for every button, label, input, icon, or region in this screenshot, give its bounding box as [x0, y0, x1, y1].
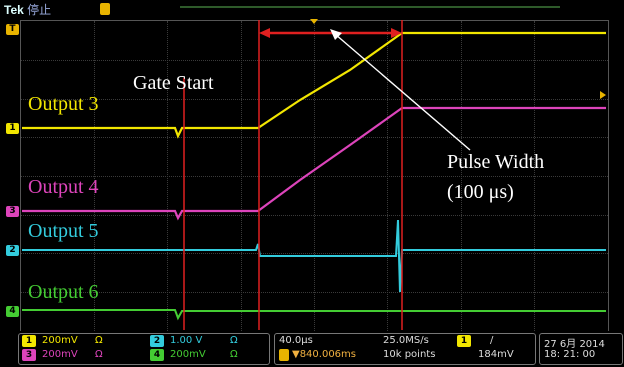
- ch3-ground-marker: 3: [6, 206, 19, 217]
- label-output-4: Output 4: [28, 176, 99, 198]
- ch3-scale: 200mV: [42, 349, 78, 360]
- label-pulse-width-value: (100 μs): [447, 181, 514, 203]
- brand-label: Tek 停止: [4, 1, 51, 18]
- sample-rate: 25.0MS/s: [383, 335, 429, 346]
- ch2-impedance-icon: Ω: [230, 335, 238, 346]
- time-display: 18: 21: 00: [544, 349, 596, 360]
- trace-output-4: [22, 106, 606, 221]
- trace-output-3: [22, 31, 606, 139]
- grid-line: [21, 215, 608, 216]
- label-output-5: Output 5: [28, 220, 99, 242]
- pointer-head: [330, 29, 342, 40]
- ch1-scale: 200mV: [42, 335, 78, 346]
- ch2-ground-marker: 2: [6, 245, 19, 256]
- ch1-badge[interactable]: 1: [22, 335, 36, 347]
- trigger-position-icon: [100, 3, 110, 15]
- trace-output-5: [22, 219, 606, 293]
- trigger-level-marker: [600, 91, 606, 99]
- grid-line: [21, 60, 608, 61]
- grid-line: [21, 292, 608, 293]
- trigger-delay: ▼840.006ms: [292, 349, 356, 360]
- trace-output-6: [22, 309, 606, 321]
- trigger-slope-icon: /: [490, 335, 494, 346]
- brand-text: Tek: [4, 3, 24, 17]
- label-output-3: Output 3: [28, 93, 99, 115]
- ch2-badge[interactable]: 2: [150, 335, 164, 347]
- record-length: 10k points: [383, 349, 436, 360]
- arrowhead-right: [391, 28, 402, 38]
- ch4-impedance-icon: Ω: [230, 349, 238, 360]
- label-gate-start: Gate Start: [133, 72, 214, 94]
- ch1-impedance-icon: Ω: [95, 335, 103, 346]
- run-state: 停止: [27, 3, 52, 17]
- ch3-impedance-icon: Ω: [95, 349, 103, 360]
- time-per-div: 40.0μs: [279, 335, 313, 346]
- ch2-scale: 1.00 V: [170, 335, 203, 346]
- ch4-ground-marker: 4: [6, 306, 19, 317]
- trigger-marker-icon: T: [6, 24, 19, 35]
- bottom-status-bar: 1 200mV Ω 3 200mV Ω 2 1.00 V Ω 4 200mV Ω…: [0, 331, 624, 367]
- trigger-level: 184mV: [478, 349, 514, 360]
- record-view-bar: [180, 6, 560, 8]
- ch1-ground-marker: 1: [6, 123, 19, 134]
- trigger-time-marker: [310, 19, 318, 24]
- date-display: 27 6月 2014: [544, 339, 605, 350]
- ch3-badge[interactable]: 3: [22, 349, 36, 361]
- trigger-source-badge[interactable]: 1: [457, 335, 471, 347]
- grid-line: [21, 253, 608, 254]
- label-pulse-width: Pulse Width: [447, 151, 545, 173]
- datetime-box: [539, 333, 623, 365]
- ch4-badge[interactable]: 4: [150, 349, 164, 361]
- annotation-pointer: [334, 33, 471, 151]
- grid-line: [21, 137, 608, 138]
- arrowhead-left: [259, 28, 270, 38]
- top-status-bar: Tek 停止: [0, 0, 624, 20]
- timebase-box[interactable]: [274, 333, 536, 365]
- trigger-delay-icon: [279, 349, 289, 361]
- channel-settings-box[interactable]: [18, 333, 270, 365]
- grid-line: [21, 176, 608, 177]
- grid-line: [21, 99, 608, 100]
- ch4-scale: 200mV: [170, 349, 206, 360]
- label-output-6: Output 6: [28, 281, 99, 303]
